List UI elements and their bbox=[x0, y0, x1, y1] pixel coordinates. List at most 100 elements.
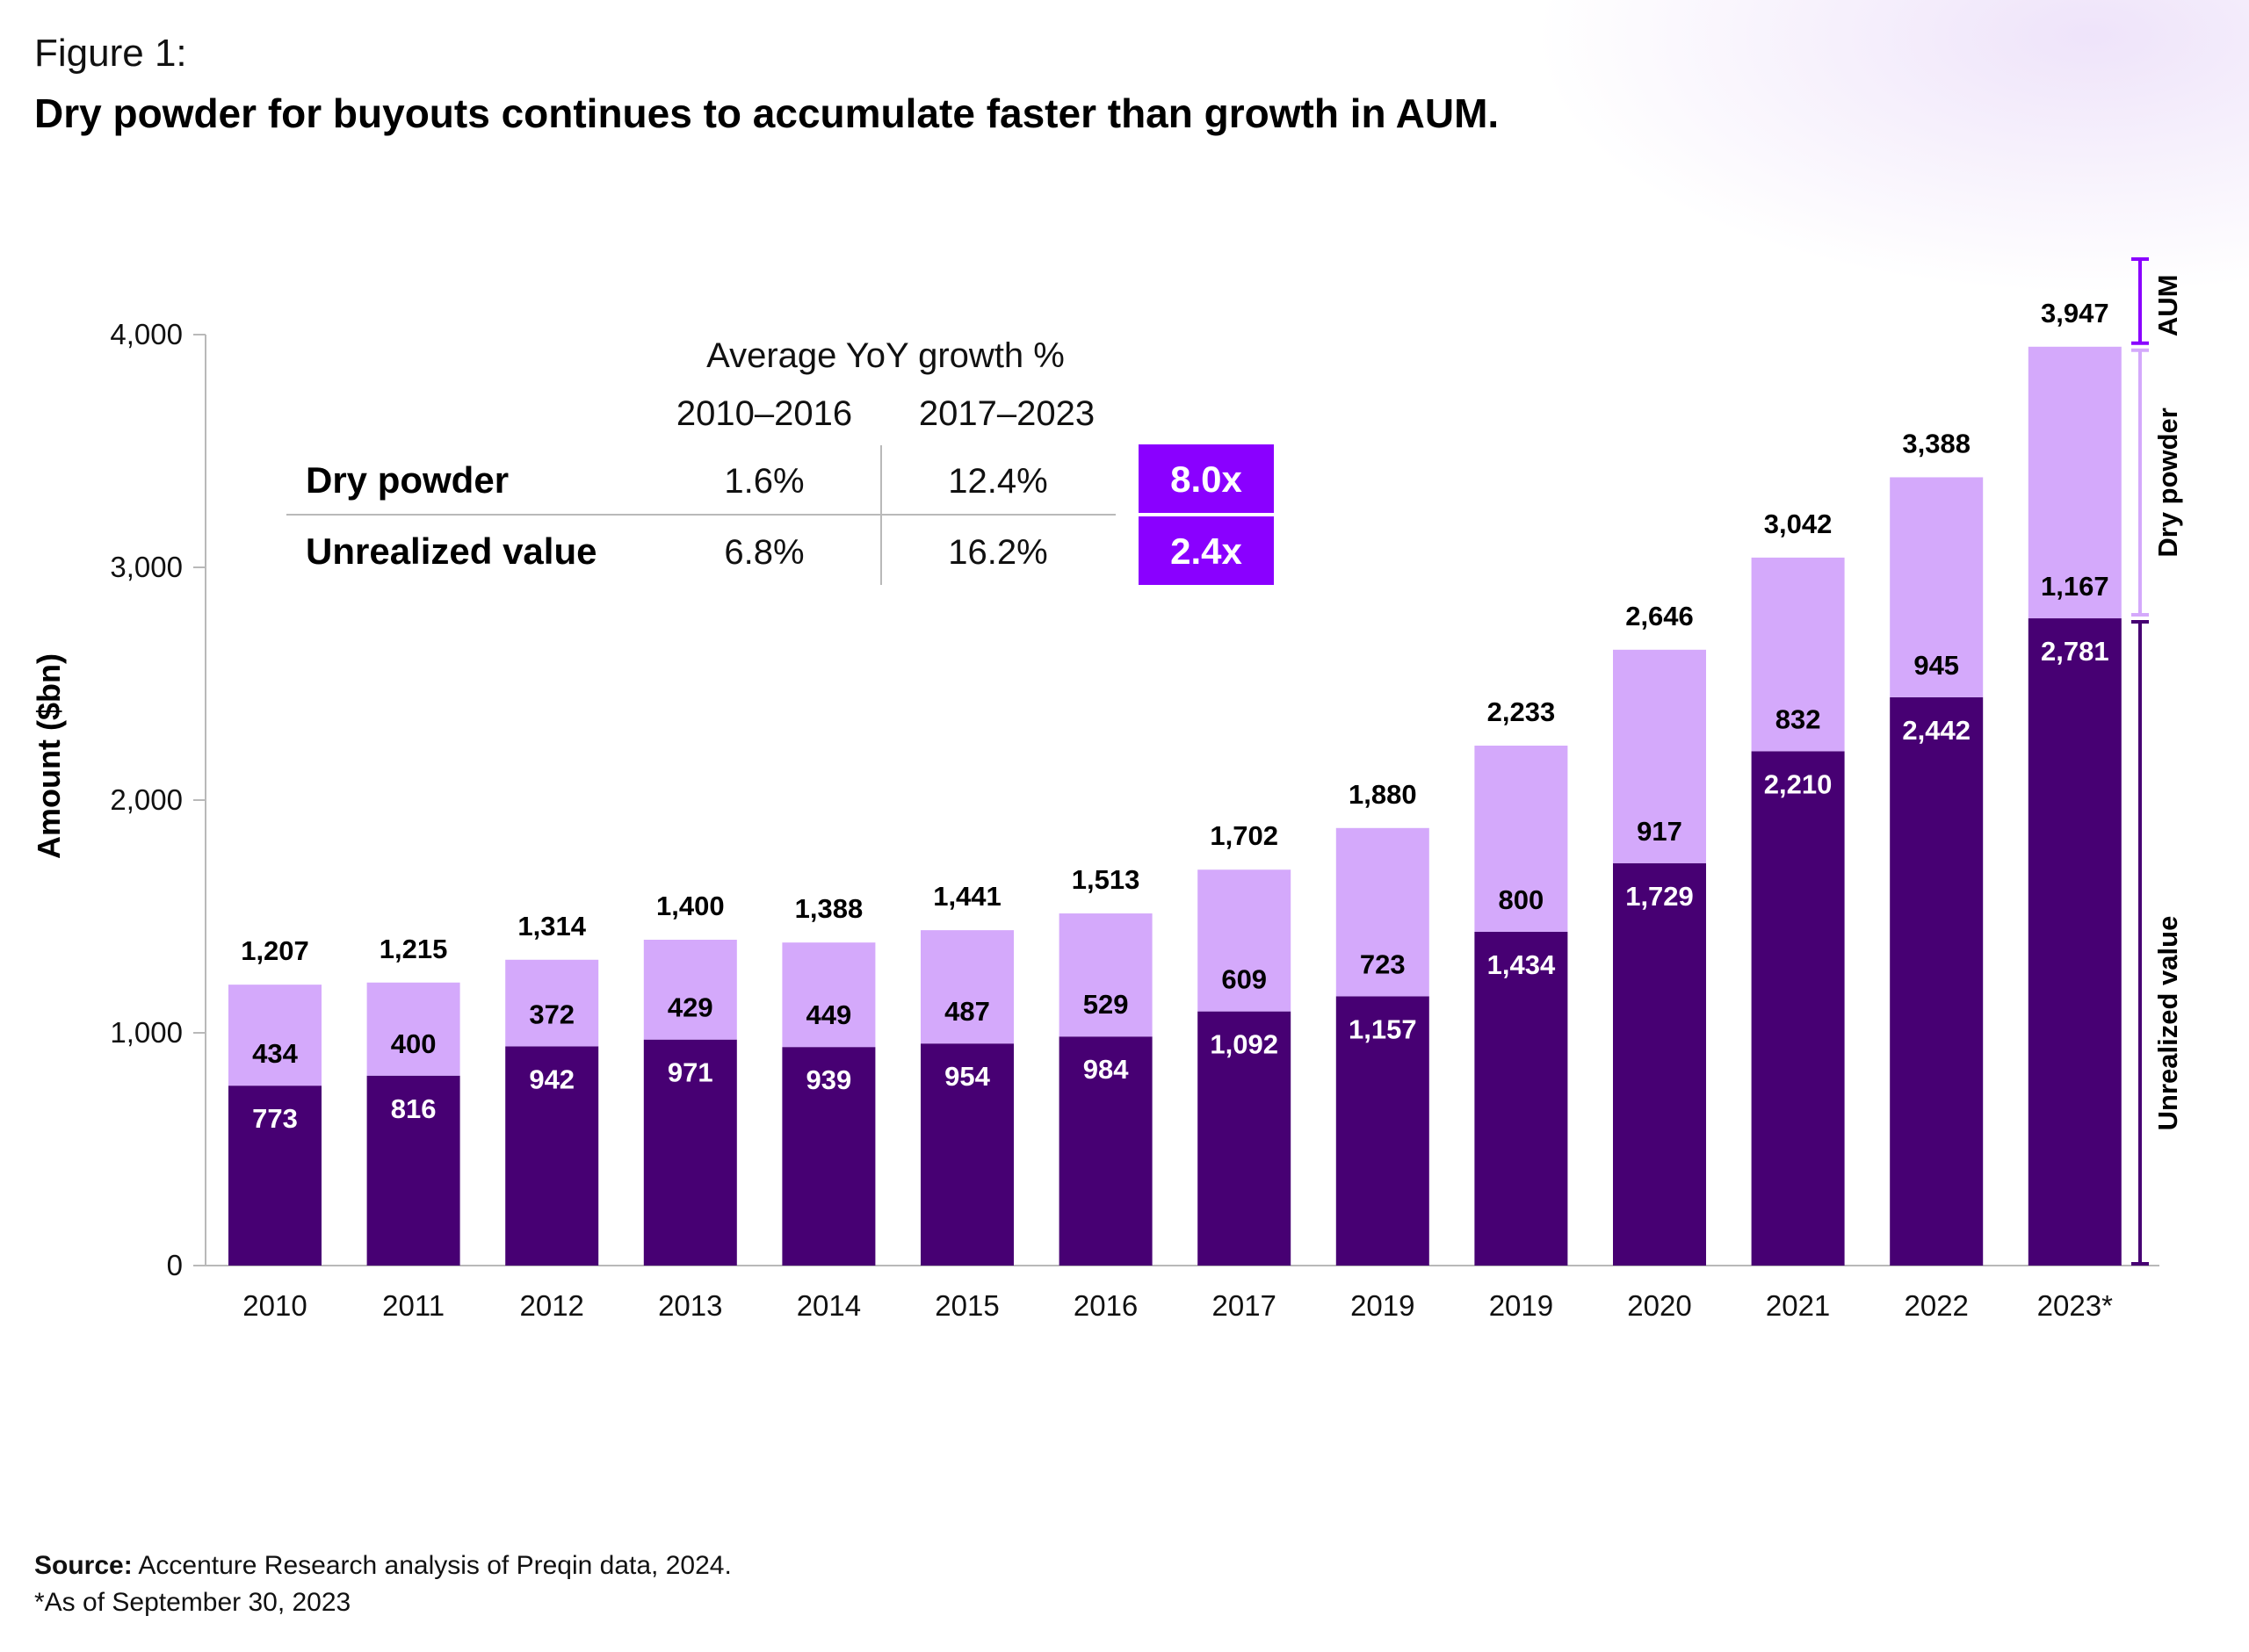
dry-powder-label: 723 bbox=[1360, 949, 1406, 979]
growth-value-2017-2023: 12.4% bbox=[948, 462, 1047, 501]
dry-powder-label: 487 bbox=[944, 996, 990, 1027]
total-label: 1,441 bbox=[933, 881, 1002, 912]
bar-dry-powder bbox=[1197, 869, 1291, 1012]
dry-powder-label: 945 bbox=[1913, 650, 1959, 681]
unrealized-value-label: 971 bbox=[668, 1057, 713, 1088]
x-tick-label: 2019 bbox=[1489, 1289, 1553, 1322]
bar-unrealized-value bbox=[2028, 618, 2122, 1266]
bar-dry-powder bbox=[228, 985, 322, 1086]
bar-dry-powder bbox=[921, 930, 1014, 1044]
x-tick-label: 2016 bbox=[1074, 1289, 1138, 1322]
bar-unrealized-value bbox=[1335, 996, 1429, 1266]
total-label: 1,314 bbox=[517, 911, 586, 941]
bar-unrealized-value bbox=[505, 1046, 599, 1266]
dry-powder-label: 434 bbox=[252, 1038, 298, 1069]
y-tick-label: 2,000 bbox=[110, 783, 183, 816]
dry-powder-label: 832 bbox=[1775, 703, 1821, 734]
x-tick-label: 2019 bbox=[1350, 1289, 1414, 1322]
unrealized-value-bracket-label: Unrealized value bbox=[2152, 916, 2183, 1131]
chart-title: Dry powder for buyouts continues to accu… bbox=[34, 90, 1500, 136]
total-label: 1,400 bbox=[656, 891, 725, 921]
unrealized-value-label: 2,210 bbox=[1764, 768, 1833, 799]
growth-table-heading: Average YoY growth % bbox=[706, 336, 1065, 375]
unrealized-value-label: 1,434 bbox=[1487, 949, 1556, 980]
growth-table-row-label: Unrealized value bbox=[306, 530, 597, 572]
bar-dry-powder bbox=[505, 959, 599, 1047]
bar-unrealized-value bbox=[228, 1086, 322, 1266]
dry-powder-label: 529 bbox=[1083, 989, 1129, 1020]
footnote: *As of September 30, 2023 bbox=[34, 1588, 351, 1617]
dry-powder-label: 400 bbox=[391, 1028, 437, 1059]
y-tick-label: 3,000 bbox=[110, 551, 183, 583]
dry-powder-label: 372 bbox=[529, 999, 575, 1029]
source-line: Source: Accenture Research analysis of P… bbox=[34, 1551, 732, 1581]
unrealized-value-label: 2,442 bbox=[1902, 715, 1971, 746]
bar-dry-powder bbox=[1890, 477, 1984, 697]
total-label: 2,646 bbox=[1625, 601, 1694, 631]
x-tick-label: 2013 bbox=[658, 1289, 722, 1322]
unrealized-value-label: 1,092 bbox=[1210, 1029, 1278, 1060]
aum-bracket-label: AUM bbox=[2152, 275, 2183, 337]
x-tick-label: 2017 bbox=[1211, 1289, 1276, 1322]
bar-dry-powder bbox=[1751, 557, 1845, 752]
growth-value-2010-2016: 1.6% bbox=[724, 462, 804, 501]
unrealized-value-label: 2,781 bbox=[2041, 636, 2109, 667]
dry-powder-label: 1,167 bbox=[2041, 571, 2109, 602]
bar-dry-powder bbox=[1613, 649, 1706, 863]
bar-unrealized-value bbox=[643, 1039, 737, 1266]
unrealized-value-label: 816 bbox=[391, 1093, 437, 1124]
dry-powder-label: 449 bbox=[806, 999, 852, 1030]
x-tick-label: 2010 bbox=[242, 1289, 307, 1322]
unrealized-value-label: 773 bbox=[252, 1103, 298, 1134]
bar-unrealized-value bbox=[921, 1043, 1014, 1266]
bar-dry-powder bbox=[2028, 346, 2122, 619]
bar-unrealized-value bbox=[1197, 1011, 1291, 1266]
x-tick-label: 2011 bbox=[382, 1289, 445, 1322]
bar-dry-powder bbox=[1474, 745, 1568, 932]
bar-unrealized-value bbox=[1059, 1036, 1153, 1266]
growth-value-2010-2016: 6.8% bbox=[724, 533, 804, 572]
bar-dry-powder bbox=[366, 982, 460, 1076]
growth-value-2017-2023: 16.2% bbox=[948, 533, 1047, 572]
total-label: 1,702 bbox=[1210, 820, 1278, 851]
y-tick-label: 0 bbox=[167, 1249, 183, 1281]
bar-unrealized-value bbox=[366, 1075, 460, 1266]
bar-unrealized-value bbox=[1613, 862, 1706, 1266]
dry-powder-label: 429 bbox=[668, 992, 713, 1023]
total-label: 3,388 bbox=[1902, 428, 1971, 458]
x-tick-label: 2020 bbox=[1627, 1289, 1691, 1322]
x-tick-label: 2021 bbox=[1766, 1289, 1830, 1322]
unrealized-value-label: 942 bbox=[529, 1064, 575, 1094]
growth-table-col-2017-2023: 2017–2023 bbox=[919, 394, 1095, 433]
unrealized-value-label: 939 bbox=[806, 1064, 852, 1095]
total-label: 1,207 bbox=[241, 935, 309, 966]
bar-unrealized-value bbox=[1751, 751, 1845, 1266]
growth-ratio-value: 2.4x bbox=[1170, 530, 1242, 572]
x-tick-label: 2023* bbox=[2037, 1289, 2113, 1322]
total-label: 3,947 bbox=[2041, 298, 2109, 328]
x-tick-label: 2022 bbox=[1904, 1289, 1968, 1322]
dry-powder-label: 917 bbox=[1637, 816, 1682, 847]
bar-dry-powder bbox=[1059, 913, 1153, 1037]
bar-unrealized-value bbox=[782, 1047, 876, 1266]
growth-ratio-box bbox=[1139, 444, 1274, 513]
growth-ratio-value: 8.0x bbox=[1170, 458, 1242, 500]
unrealized-value-label: 1,157 bbox=[1349, 1014, 1417, 1044]
total-label: 1,215 bbox=[380, 934, 448, 964]
total-label: 3,042 bbox=[1764, 509, 1833, 539]
total-label: 1,880 bbox=[1349, 779, 1417, 810]
bar-unrealized-value bbox=[1890, 696, 1984, 1266]
bar-dry-powder bbox=[782, 942, 876, 1048]
growth-table-col-2010-2016: 2010–2016 bbox=[676, 394, 852, 433]
dry-powder-bracket-label: Dry powder bbox=[2152, 408, 2183, 558]
bar-dry-powder bbox=[1335, 827, 1429, 997]
source-text: Accenture Research analysis of Preqin da… bbox=[138, 1551, 732, 1580]
dry-powder-label: 609 bbox=[1221, 964, 1267, 995]
growth-table-row-label: Dry powder bbox=[306, 459, 509, 501]
growth-ratio-box bbox=[1139, 516, 1274, 585]
x-tick-label: 2012 bbox=[519, 1289, 583, 1322]
bar-unrealized-value bbox=[1474, 931, 1568, 1266]
y-tick-label: 1,000 bbox=[110, 1016, 183, 1049]
total-label: 2,233 bbox=[1487, 696, 1556, 727]
